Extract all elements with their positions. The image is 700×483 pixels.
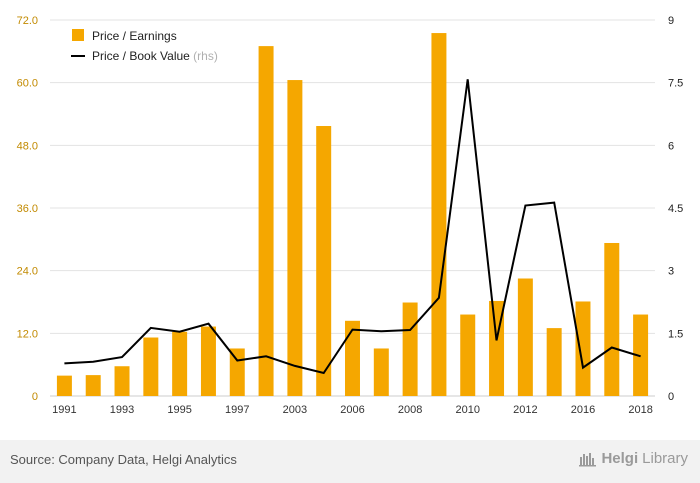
right-axis-tick-label: 9 [668, 15, 674, 27]
bar-price-earnings [229, 348, 245, 396]
bar-price-earnings [345, 320, 360, 396]
footer: Source: Company Data, Helgi Analytics He… [0, 440, 700, 483]
left-axis-tick-label: 0 [32, 391, 38, 403]
x-axis-tick-label: 2003 [283, 404, 307, 416]
bar-price-earnings [575, 301, 591, 396]
left-axis-tick-label: 60.0 [17, 78, 38, 90]
bar-price-earnings [604, 242, 620, 396]
right-axis-tick-label: 1.5 [668, 328, 683, 340]
right-axis-tick-label: 3 [668, 266, 674, 278]
bar-price-earnings [287, 80, 303, 397]
bar-price-earnings [373, 348, 389, 396]
bar-price-earnings [85, 375, 101, 396]
legend-swatch-price-earnings [72, 29, 84, 41]
bar-price-earnings [517, 278, 533, 396]
left-axis-tick-label: 72.0 [17, 15, 38, 27]
x-axis-tick-label: 1995 [167, 404, 191, 416]
bar-price-earnings [200, 326, 216, 396]
bar-price-earnings [402, 302, 418, 396]
bar-price-earnings [431, 33, 447, 397]
right-axis-tick-label: 0 [668, 391, 674, 403]
helgi-library-logo-icon [579, 452, 597, 466]
legend-label-price-earnings: Price / Earnings [92, 29, 177, 43]
x-axis-tick-label: 2018 [628, 404, 652, 416]
bar-price-earnings [546, 328, 562, 396]
source-note: Source: Company Data, Helgi Analytics [10, 452, 237, 467]
bar-price-earnings [172, 331, 188, 396]
brand-name-light: Library [642, 450, 688, 467]
legend-rhs-note: (rhs) [193, 49, 218, 63]
bar-price-earnings [316, 126, 332, 396]
right-axis-tick-label: 6 [668, 140, 674, 152]
x-axis-tick-label: 2016 [571, 404, 595, 416]
legend-label-price-book-value: Price / Book Value (rhs) [92, 49, 218, 63]
right-axis-tick-label: 7.5 [668, 78, 683, 90]
bar-price-earnings [258, 46, 274, 396]
brand-name-bold: Helgi [601, 450, 639, 467]
x-axis-tick-label: 1997 [225, 404, 249, 416]
left-axis-tick-label: 24.0 [17, 266, 38, 278]
x-axis-tick-label: 2012 [513, 404, 537, 416]
bar-price-earnings [56, 375, 72, 396]
x-axis-tick-label: 2008 [398, 404, 422, 416]
bar-price-earnings [460, 314, 476, 396]
bar-price-earnings [143, 337, 159, 396]
left-axis-tick-label: 12.0 [17, 328, 38, 340]
line-price-book-value [64, 79, 641, 375]
x-axis-tick-label: 2010 [455, 404, 479, 416]
x-axis-tick-label: 1991 [52, 404, 76, 416]
bar-price-earnings [114, 366, 130, 396]
right-axis-tick-label: 4.5 [668, 203, 683, 215]
left-axis-tick-label: 48.0 [17, 140, 38, 152]
left-axis-tick-label: 36.0 [17, 203, 38, 215]
x-axis-tick-label: 2006 [340, 404, 364, 416]
chart-area: 0 12.0 24.0 36.0 48.0 60.0 72.0 0 1.5 3 4.5 6 7.5 9 19… [17, 15, 684, 416]
chart-svg: 0 12.0 24.0 36.0 48.0 60.0 72.0 0 1.5 3 4.5 6 7.5 9 19… [17, 15, 684, 416]
x-axis-tick-label: 1993 [110, 404, 134, 416]
brand-logo[interactable]: Helgi Library [579, 450, 688, 467]
